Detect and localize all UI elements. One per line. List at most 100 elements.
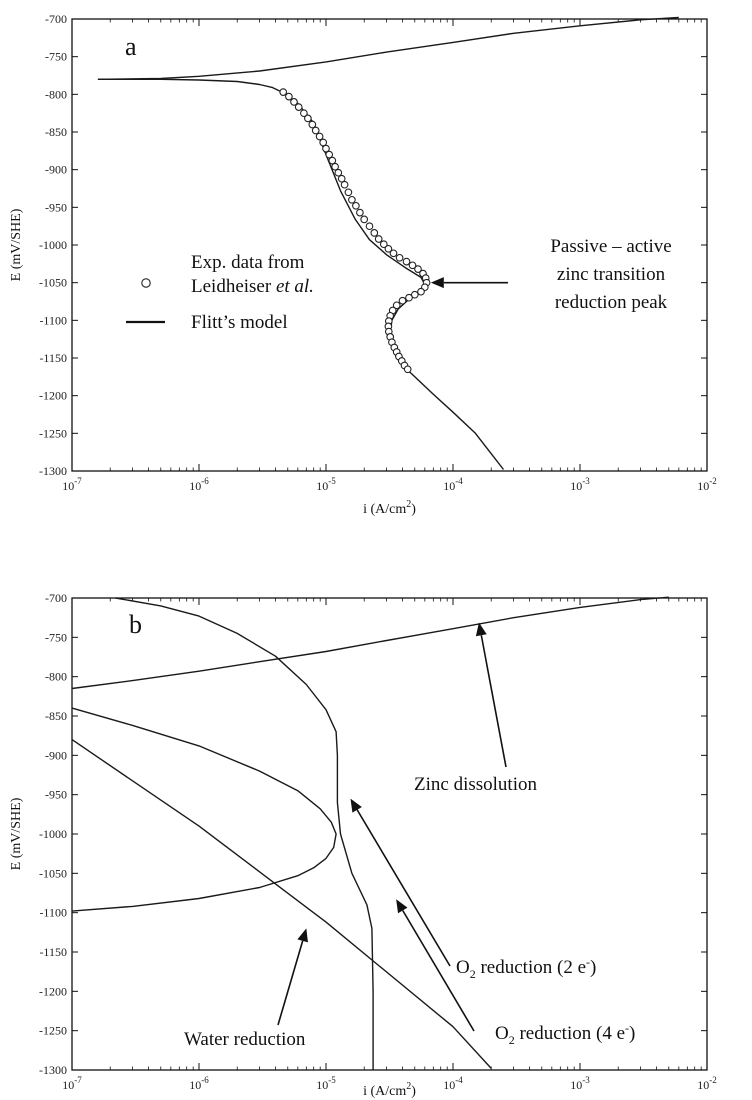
exp-data-point: [348, 195, 356, 204]
exp-data-point: [304, 114, 312, 123]
y-tick-label: -1250: [39, 426, 67, 440]
exp-data-point: [360, 215, 369, 224]
exp-data-point: [414, 265, 422, 273]
annotation-o2-4e: O2 reduction (4 e-): [495, 1021, 635, 1047]
exp-data-point: [308, 120, 317, 129]
exp-data-point: [365, 222, 374, 231]
y-tick-label: -950: [45, 200, 67, 214]
arrow-shaft: [402, 910, 475, 1032]
y-tick-label: -1300: [39, 464, 67, 478]
arrow-head: [396, 899, 408, 914]
y-tick-label: -1100: [39, 313, 67, 327]
x-tick-base: 10: [697, 1078, 709, 1092]
x-tick-label: 10-7: [62, 1075, 82, 1092]
x-tick-label: 10-3: [570, 476, 590, 493]
o2-4e-rest: reduction (4 e: [515, 1023, 625, 1044]
y-tick-label: -1050: [39, 276, 67, 290]
x-tick-exponent: -6: [201, 1075, 209, 1085]
exp-data-point: [379, 240, 388, 249]
exp-data-point: [392, 301, 401, 310]
annotation-water-reduction: Water reduction: [184, 1029, 306, 1050]
panel-a: -700 -750 -800 -850 -900 -950 -1000 -1050 -1100 -…: [9, 12, 717, 517]
x-axis-label-main: i (A/cm: [363, 502, 406, 517]
annotation-peak-arrow: [430, 277, 508, 289]
arrow-shaft: [277, 940, 304, 1026]
arrow-water-reduction: [277, 928, 308, 1026]
exp-data-point: [402, 257, 411, 266]
exp-data-point: [410, 290, 419, 299]
o2-2e-sub: 2: [470, 967, 476, 981]
x-tick-exponent: -5: [328, 476, 336, 486]
exp-data-point: [374, 235, 383, 243]
y-tick-label: -850: [45, 709, 67, 723]
exp-data-point: [417, 287, 425, 296]
y-tick-label: -900: [45, 748, 67, 762]
annotation-zinc-dissolution: Zinc dissolution: [414, 774, 537, 795]
panel-b: -700 -750 -800 -850 -900 -950 -1000 -1050 -1100 -…: [9, 591, 717, 1099]
x-tick-exponent: -4: [455, 1075, 463, 1085]
x-tick-label: 10-5: [316, 476, 336, 493]
x-tick-base: 10: [697, 479, 709, 493]
x-tick-base: 10: [62, 1078, 74, 1092]
o2-2e-main: O: [456, 957, 470, 978]
x-tick-exponent: -2: [709, 476, 717, 486]
x-tick-exponent: -3: [582, 476, 590, 486]
y-tick-label: -1250: [39, 1024, 67, 1038]
y-tick-label: -700: [45, 591, 67, 605]
exp-data-point: [322, 144, 330, 153]
annotation-peak-line3: reduction peak: [555, 292, 668, 313]
arrow-shaft: [356, 809, 451, 967]
exp-data-point: [370, 229, 379, 237]
x-tick-exponent: -2: [709, 1075, 717, 1085]
arrow-o2-2e: [350, 798, 451, 967]
o2-2e-sup: -: [586, 955, 590, 969]
arrow-head: [350, 798, 362, 813]
x-tick-exponent: -4: [455, 476, 463, 486]
y-tick-label: -1150: [39, 351, 67, 365]
exp-data-point: [319, 138, 328, 147]
x-axis-label-sup: 2: [406, 499, 411, 510]
exp-data-point: [403, 365, 412, 374]
legend-marker-circle: [141, 278, 151, 288]
exp-data-point: [389, 249, 398, 258]
x-tick-exponent: -3: [582, 1075, 590, 1085]
y-tick-label: -1150: [39, 945, 67, 959]
y-axis-label: E (mV/SHE): [9, 208, 24, 281]
exp-data-point: [325, 150, 334, 159]
x-axis-label: i (A/cm2): [363, 1081, 416, 1099]
x-tick-base: 10: [570, 1078, 582, 1092]
x-tick-base: 10: [189, 479, 201, 493]
exp-data-point: [331, 162, 339, 171]
y-tick-label: -750: [45, 630, 67, 644]
exp-data-point: [334, 168, 343, 177]
x-axis-label-main: i (A/cm: [363, 1084, 406, 1099]
o2-4e-end: ): [629, 1023, 635, 1044]
o2-reduction-2e-curve: [71, 707, 337, 912]
zinc-dissolution-curve: [71, 596, 669, 690]
exp-data-point: [285, 92, 293, 101]
y-tick-label: -1100: [39, 906, 67, 920]
legend-exp-etal: et al.: [276, 276, 314, 297]
exp-data-point: [398, 296, 407, 305]
legend-exp-line2: Leidheiser et al.: [191, 276, 314, 297]
exp-data-point: [340, 180, 349, 189]
arrow-shaft: [480, 635, 507, 768]
annotation-peak-line1: Passive – active: [550, 236, 671, 257]
x-tick-base: 10: [189, 1078, 201, 1092]
o2-2e-end: ): [590, 957, 596, 978]
panel-letter: b: [129, 610, 142, 639]
x-tick-label: 10-2: [697, 476, 717, 493]
y-tick-label: -950: [45, 788, 67, 802]
y-tick-label: -700: [45, 12, 67, 26]
y-tick-label: -1000: [39, 238, 67, 252]
x-tick-exponent: -7: [74, 1075, 82, 1085]
x-tick-base: 10: [316, 479, 328, 493]
exp-data-point: [405, 293, 413, 302]
x-tick-label: 10-7: [62, 476, 82, 493]
exp-data-point: [294, 103, 303, 111]
x-tick-label: 10-6: [189, 1075, 209, 1092]
exp-data-point: [290, 98, 298, 106]
x-axis-label-end: ): [411, 1084, 416, 1099]
x-tick-label: 10-4: [443, 476, 463, 493]
